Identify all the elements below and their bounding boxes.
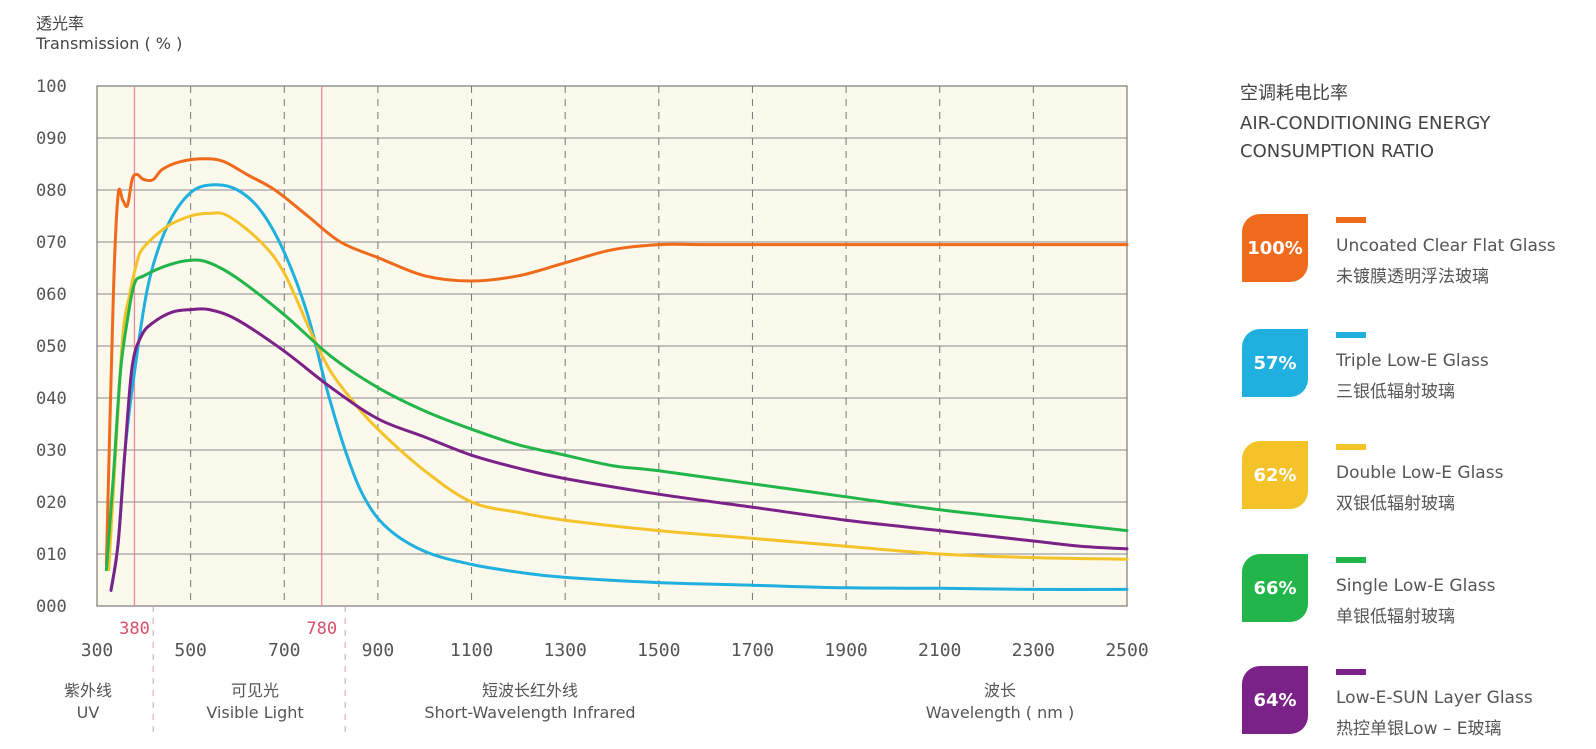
- y-tick-label: 080: [36, 181, 67, 201]
- legend-swatch: [1336, 217, 1366, 223]
- legend-label-en: Single Low-E Glass: [1336, 576, 1496, 596]
- y-tick-label: 030: [36, 441, 67, 461]
- band-wavelength: 波长 Wavelength ( nm ): [900, 680, 1100, 724]
- legend-label-cn: 双银低辐射玻璃: [1336, 494, 1455, 514]
- band-visible: 可见光 Visible Light: [175, 680, 335, 724]
- transmission-chart: 000 010 020 030 040 050 060 070 080 090 100 300 500 7…: [36, 77, 1149, 735]
- legend-label-en: Low-E-SUN Layer Glass: [1336, 688, 1533, 708]
- x-tick-label: 300: [81, 640, 114, 661]
- ratio-badge: 100%: [1242, 214, 1308, 282]
- legend-title-cn: 空调耗电比率: [1240, 83, 1348, 104]
- y-tick-label: 090: [36, 129, 67, 149]
- y-axis-label-en: Transmission ( % ): [36, 34, 183, 53]
- legend-label-en: Uncoated Clear Flat Glass: [1336, 236, 1556, 256]
- series-line-triple-low-e-glass: [109, 183, 1129, 592]
- legend-label-en: Double Low-E Glass: [1336, 463, 1504, 483]
- x-tick-label: 1500: [637, 640, 680, 661]
- x-tick-label: 2500: [1105, 640, 1148, 661]
- legend-label-cn: 未镀膜透明浮法玻璃: [1336, 267, 1489, 287]
- marker-label: 780: [306, 619, 337, 639]
- marker-label: 380: [119, 619, 150, 639]
- y-tick-label: 060: [36, 285, 67, 305]
- legend-title-en-2: CONSUMPTION RATIO: [1240, 141, 1435, 162]
- legend-title-en-1: AIR-CONDITIONING ENERGY: [1240, 113, 1491, 134]
- band-swir-en: Short-Wavelength Infrared: [424, 703, 636, 722]
- x-tick-label: 2300: [1012, 640, 1055, 661]
- ratio-badge: 64%: [1242, 666, 1308, 734]
- legend-swatch: [1336, 332, 1366, 338]
- band-swir: 短波长红外线 Short-Wavelength Infrared: [385, 680, 675, 724]
- legend-swatch: [1336, 444, 1366, 450]
- x-tick-label: 1900: [824, 640, 867, 661]
- x-tick-label: 1100: [450, 640, 493, 661]
- y-tick-label: 040: [36, 389, 67, 409]
- band-uv: 紫外线 UV: [38, 680, 138, 724]
- band-uv-en: UV: [76, 703, 100, 722]
- series-line-double-low-e-glass: [107, 211, 1129, 572]
- band-wavelength-en: Wavelength ( nm ): [925, 703, 1075, 722]
- x-tick-label: 2100: [918, 640, 961, 661]
- y-tick-label: 100: [36, 77, 67, 97]
- y-tick-label: 070: [36, 233, 67, 253]
- y-tick-label: 020: [36, 493, 67, 513]
- band-uv-cn: 紫外线: [63, 681, 112, 700]
- x-tick-label: 900: [362, 640, 395, 661]
- x-tick-label: 1700: [731, 640, 774, 661]
- band-wavelength-cn: 波长: [983, 681, 1016, 700]
- y-tick-label: 000: [36, 597, 67, 617]
- legend-label-en: Triple Low-E Glass: [1336, 351, 1489, 371]
- legend-swatch: [1336, 669, 1366, 675]
- x-tick-label: 1300: [544, 640, 587, 661]
- y-tick-label: 050: [36, 337, 67, 357]
- y-axis-label-cn: 透光率: [36, 14, 85, 33]
- legend-label-cn: 三银低辐射玻璃: [1336, 382, 1455, 402]
- ratio-badge: 66%: [1242, 554, 1308, 622]
- band-visible-cn: 可见光: [230, 681, 279, 700]
- x-tick-label: 500: [174, 640, 207, 661]
- band-swir-cn: 短波长红外线: [481, 681, 578, 700]
- legend-label-cn: 单银低辐射玻璃: [1336, 607, 1455, 627]
- ratio-badge: 62%: [1242, 441, 1308, 509]
- ratio-badge: 57%: [1242, 329, 1308, 397]
- series-line-uncoated-clear-flat-glass: [104, 157, 1129, 566]
- y-tick-label: 010: [36, 545, 67, 565]
- legend-label-cn: 热控单银Low – E玻璃: [1336, 719, 1502, 739]
- band-visible-en: Visible Light: [206, 703, 304, 722]
- series-line-single-low-e-glass: [104, 258, 1129, 572]
- series-line-low-e-sun-layer-glass: [109, 307, 1129, 592]
- x-tick-label: 700: [268, 640, 301, 661]
- legend-swatch: [1336, 557, 1366, 563]
